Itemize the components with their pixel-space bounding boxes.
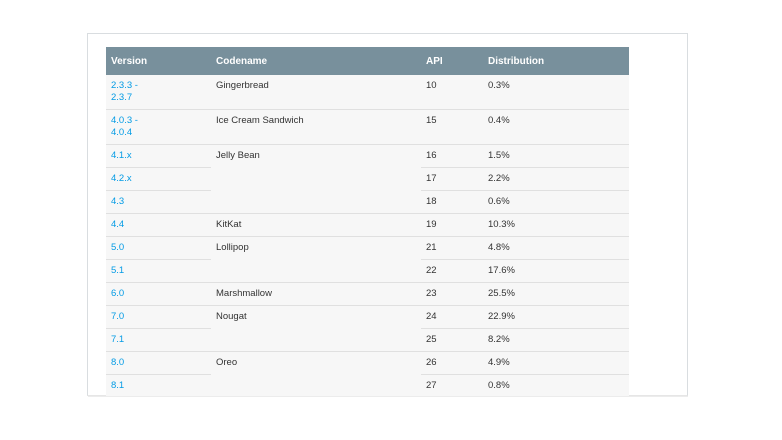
distribution-cell: 0.4% — [483, 109, 629, 145]
distribution-cell: 25.5% — [483, 282, 629, 306]
table-row: 6.0 Marshmallow 23 25.5% — [106, 282, 629, 306]
column-header-version: Version — [106, 47, 211, 75]
version-link[interactable]: 4.2.x — [106, 167, 211, 191]
distribution-cell: 0.3% — [483, 75, 629, 110]
codename-cell: Nougat — [211, 305, 421, 352]
distribution-panel: Version Codename API Distribution 2.3.3 … — [87, 33, 688, 397]
version-link[interactable]: 2.3.3 - 2.3.7 — [106, 75, 211, 110]
version-link[interactable]: 5.1 — [106, 259, 211, 283]
api-cell: 25 — [421, 328, 483, 352]
api-cell: 15 — [421, 109, 483, 145]
codename-cell: Ice Cream Sandwich — [211, 109, 421, 145]
distribution-cell: 2.2% — [483, 167, 629, 191]
api-cell: 24 — [421, 305, 483, 329]
distribution-cell: 0.6% — [483, 190, 629, 214]
api-cell: 17 — [421, 167, 483, 191]
api-cell: 22 — [421, 259, 483, 283]
version-link[interactable]: 5.0 — [106, 236, 211, 260]
table-row: 8.1 27 0.8% — [106, 374, 629, 397]
version-link[interactable]: 4.4 — [106, 213, 211, 237]
table-row: 5.0 Lollipop 21 4.8% — [106, 236, 629, 283]
android-distribution-table: Version Codename API Distribution 2.3.3 … — [106, 47, 629, 397]
codename-cell: KitKat — [211, 213, 421, 237]
table-row: 4.2.x 17 2.2% — [106, 167, 629, 191]
codename-cell: Lollipop — [211, 236, 421, 283]
table-row: 4.3 18 0.6% — [106, 190, 629, 214]
api-cell: 10 — [421, 75, 483, 110]
distribution-cell: 4.9% — [483, 351, 629, 375]
version-link[interactable]: 7.1 — [106, 328, 211, 352]
version-link[interactable]: 4.0.3 - 4.0.4 — [106, 109, 211, 145]
version-link[interactable]: 8.0 — [106, 351, 211, 375]
table-header-row: Version Codename API Distribution — [106, 47, 629, 75]
table-row: 7.1 25 8.2% — [106, 328, 629, 352]
table-row: 7.0 Nougat 24 22.9% — [106, 305, 629, 352]
table-row: 8.0 Oreo 26 4.9% — [106, 351, 629, 397]
codename-cell: Gingerbread — [211, 75, 421, 110]
distribution-cell: 22.9% — [483, 305, 629, 329]
column-header-api: API — [421, 47, 483, 75]
codename-cell: Jelly Bean — [211, 144, 421, 214]
distribution-cell: 17.6% — [483, 259, 629, 283]
version-link[interactable]: 4.1.x — [106, 144, 211, 168]
version-link[interactable]: 7.0 — [106, 305, 211, 329]
api-cell: 26 — [421, 351, 483, 375]
codename-cell: Oreo — [211, 351, 421, 397]
distribution-cell: 10.3% — [483, 213, 629, 237]
api-cell: 23 — [421, 282, 483, 306]
table-row: 4.0.3 - 4.0.4 Ice Cream Sandwich 15 0.4% — [106, 109, 629, 145]
table-row: 5.1 22 17.6% — [106, 259, 629, 283]
distribution-cell: 8.2% — [483, 328, 629, 352]
table-row: 4.4 KitKat 19 10.3% — [106, 213, 629, 237]
distribution-cell: 1.5% — [483, 144, 629, 168]
distribution-cell: 4.8% — [483, 236, 629, 260]
table-row: 2.3.3 - 2.3.7 Gingerbread 10 0.3% — [106, 75, 629, 110]
api-cell: 16 — [421, 144, 483, 168]
version-link[interactable]: 8.1 — [106, 374, 211, 397]
api-cell: 21 — [421, 236, 483, 260]
panel-divider — [88, 396, 688, 397]
version-link[interactable]: 6.0 — [106, 282, 211, 306]
column-header-distribution: Distribution — [483, 47, 629, 75]
codename-cell: Marshmallow — [211, 282, 421, 306]
version-link[interactable]: 4.3 — [106, 190, 211, 214]
api-cell: 27 — [421, 374, 483, 397]
table-row: 4.1.x Jelly Bean 16 1.5% — [106, 144, 629, 214]
api-cell: 19 — [421, 213, 483, 237]
api-cell: 18 — [421, 190, 483, 214]
column-header-codename: Codename — [211, 47, 421, 75]
distribution-cell: 0.8% — [483, 374, 629, 397]
